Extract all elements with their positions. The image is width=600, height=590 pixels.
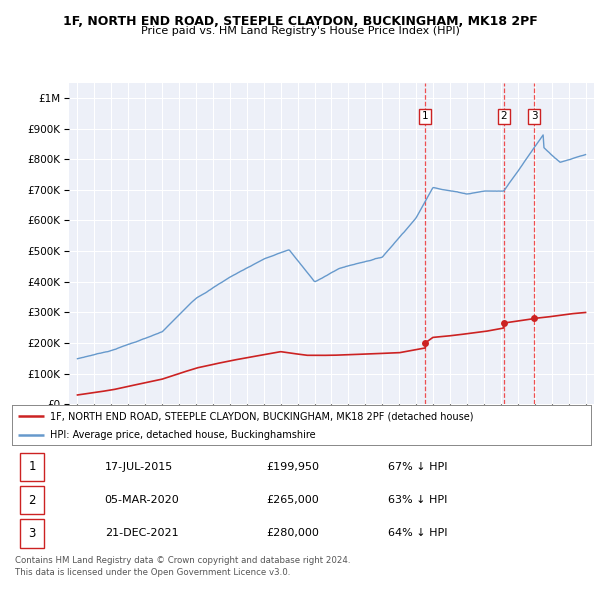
Text: 05-MAR-2020: 05-MAR-2020 xyxy=(104,495,179,505)
Text: 1F, NORTH END ROAD, STEEPLE CLAYDON, BUCKINGHAM, MK18 2PF (detached house): 1F, NORTH END ROAD, STEEPLE CLAYDON, BUC… xyxy=(50,411,473,421)
Text: Contains HM Land Registry data © Crown copyright and database right 2024.: Contains HM Land Registry data © Crown c… xyxy=(15,556,350,565)
Text: 3: 3 xyxy=(531,112,538,122)
Text: 17-JUL-2015: 17-JUL-2015 xyxy=(104,462,173,472)
Text: Price paid vs. HM Land Registry's House Price Index (HPI): Price paid vs. HM Land Registry's House … xyxy=(140,26,460,36)
FancyBboxPatch shape xyxy=(20,486,44,514)
Text: £199,950: £199,950 xyxy=(267,462,320,472)
Text: 1: 1 xyxy=(422,112,428,122)
Text: 2: 2 xyxy=(500,112,507,122)
Text: £280,000: £280,000 xyxy=(267,528,320,538)
Text: HPI: Average price, detached house, Buckinghamshire: HPI: Average price, detached house, Buck… xyxy=(50,430,315,440)
Text: 63% ↓ HPI: 63% ↓ HPI xyxy=(388,495,448,505)
Text: 1: 1 xyxy=(29,460,36,474)
FancyBboxPatch shape xyxy=(20,519,44,548)
Text: 67% ↓ HPI: 67% ↓ HPI xyxy=(388,462,448,472)
Text: 3: 3 xyxy=(29,526,36,540)
Text: 1F, NORTH END ROAD, STEEPLE CLAYDON, BUCKINGHAM, MK18 2PF: 1F, NORTH END ROAD, STEEPLE CLAYDON, BUC… xyxy=(62,15,538,28)
FancyBboxPatch shape xyxy=(20,453,44,481)
Text: 21-DEC-2021: 21-DEC-2021 xyxy=(104,528,178,538)
Text: £265,000: £265,000 xyxy=(267,495,320,505)
Text: This data is licensed under the Open Government Licence v3.0.: This data is licensed under the Open Gov… xyxy=(15,568,290,576)
Text: 2: 2 xyxy=(29,493,36,507)
Text: 64% ↓ HPI: 64% ↓ HPI xyxy=(388,528,448,538)
